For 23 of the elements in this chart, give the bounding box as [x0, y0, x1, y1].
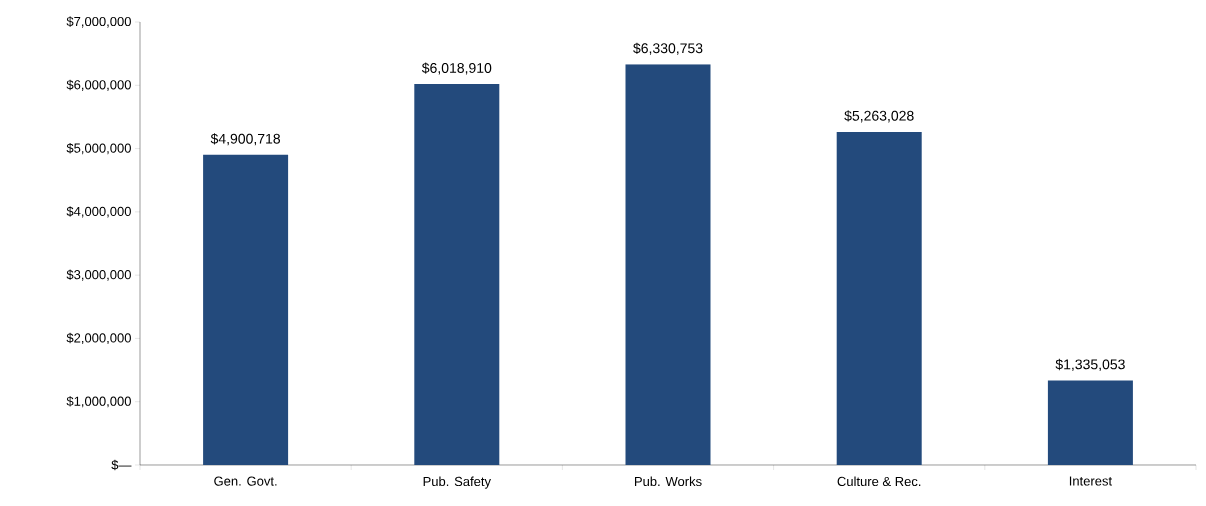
bar: [1047, 380, 1133, 465]
y-tick-label: $—: [111, 459, 132, 471]
data-label: $4,900,718: [210, 133, 281, 146]
y-tick-label: $6,000,000: [66, 79, 131, 91]
x-tick-label: Gen. Govt.: [214, 476, 277, 486]
y-tick-label: $5,000,000: [66, 142, 131, 155]
y-tick-label: $3,000,000: [66, 269, 131, 281]
bar: [414, 84, 500, 465]
y-tick-label: $7,000,000: [66, 16, 131, 28]
x-tick-label: Culture & Rec.: [837, 476, 921, 487]
data-label: $1,335,053: [1055, 358, 1125, 371]
data-label: $6,018,910: [421, 62, 492, 75]
bar: [836, 131, 922, 465]
bar: [203, 154, 289, 465]
y-tick-label: $4,000,000: [66, 206, 131, 218]
data-label: $6,330,753: [633, 42, 703, 55]
bar: [625, 64, 711, 465]
y-tick-label: $2,000,000: [66, 332, 131, 345]
x-tick-label: Interest: [1069, 476, 1112, 486]
data-label: $5,263,028: [844, 110, 914, 123]
x-tick-label: Pub. Safety: [423, 476, 491, 489]
y-tick-label: $1,000,000: [66, 396, 131, 408]
x-tick-label: Pub. Works: [634, 476, 702, 487]
